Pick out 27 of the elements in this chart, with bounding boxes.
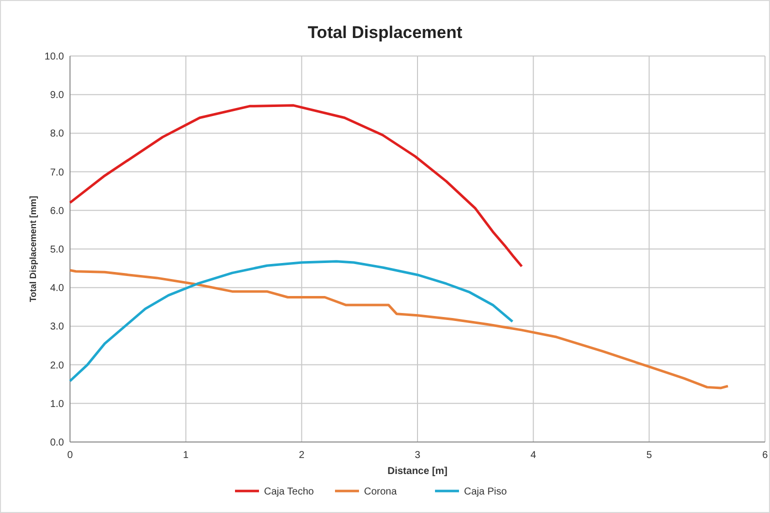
legend-label: Caja Piso (464, 486, 508, 498)
x-tick-label: 5 (646, 450, 652, 461)
y-tick-label: 1.0 (50, 398, 64, 410)
x-tick-label: 6 (762, 450, 768, 461)
line-series (68, 260, 514, 382)
y-axis-title: Total Displacement [mm] (28, 196, 38, 302)
y-tick-label: 4.0 (50, 283, 64, 294)
x-axis-title: Distance [m] (387, 466, 448, 477)
y-tick-label: 0.0 (50, 438, 64, 448)
y-tick-label: 10.0 (44, 52, 64, 62)
line-series (68, 104, 523, 268)
x-tick-label: 3 (414, 450, 421, 461)
y-tick-label: 2.0 (50, 360, 64, 372)
y-tick-label: 8.0 (50, 128, 64, 140)
x-tick-label: 2 (298, 450, 305, 461)
y-tick-label: 9.0 (50, 90, 64, 102)
chart-title: Total Displacement (308, 23, 463, 42)
line-series (68, 268, 730, 390)
y-tick-label: 6.0 (50, 206, 64, 217)
x-tick-label: 0 (67, 450, 74, 461)
legend-label: Caja Techo (264, 486, 314, 498)
x-tick-label: 1 (183, 450, 190, 461)
y-tick-label: 3.0 (50, 322, 64, 333)
legend-label: Corona (364, 486, 398, 498)
x-tick-label: 4 (530, 450, 537, 461)
y-tick-label: 5.0 (50, 244, 64, 256)
y-tick-label: 7.0 (50, 167, 64, 178)
